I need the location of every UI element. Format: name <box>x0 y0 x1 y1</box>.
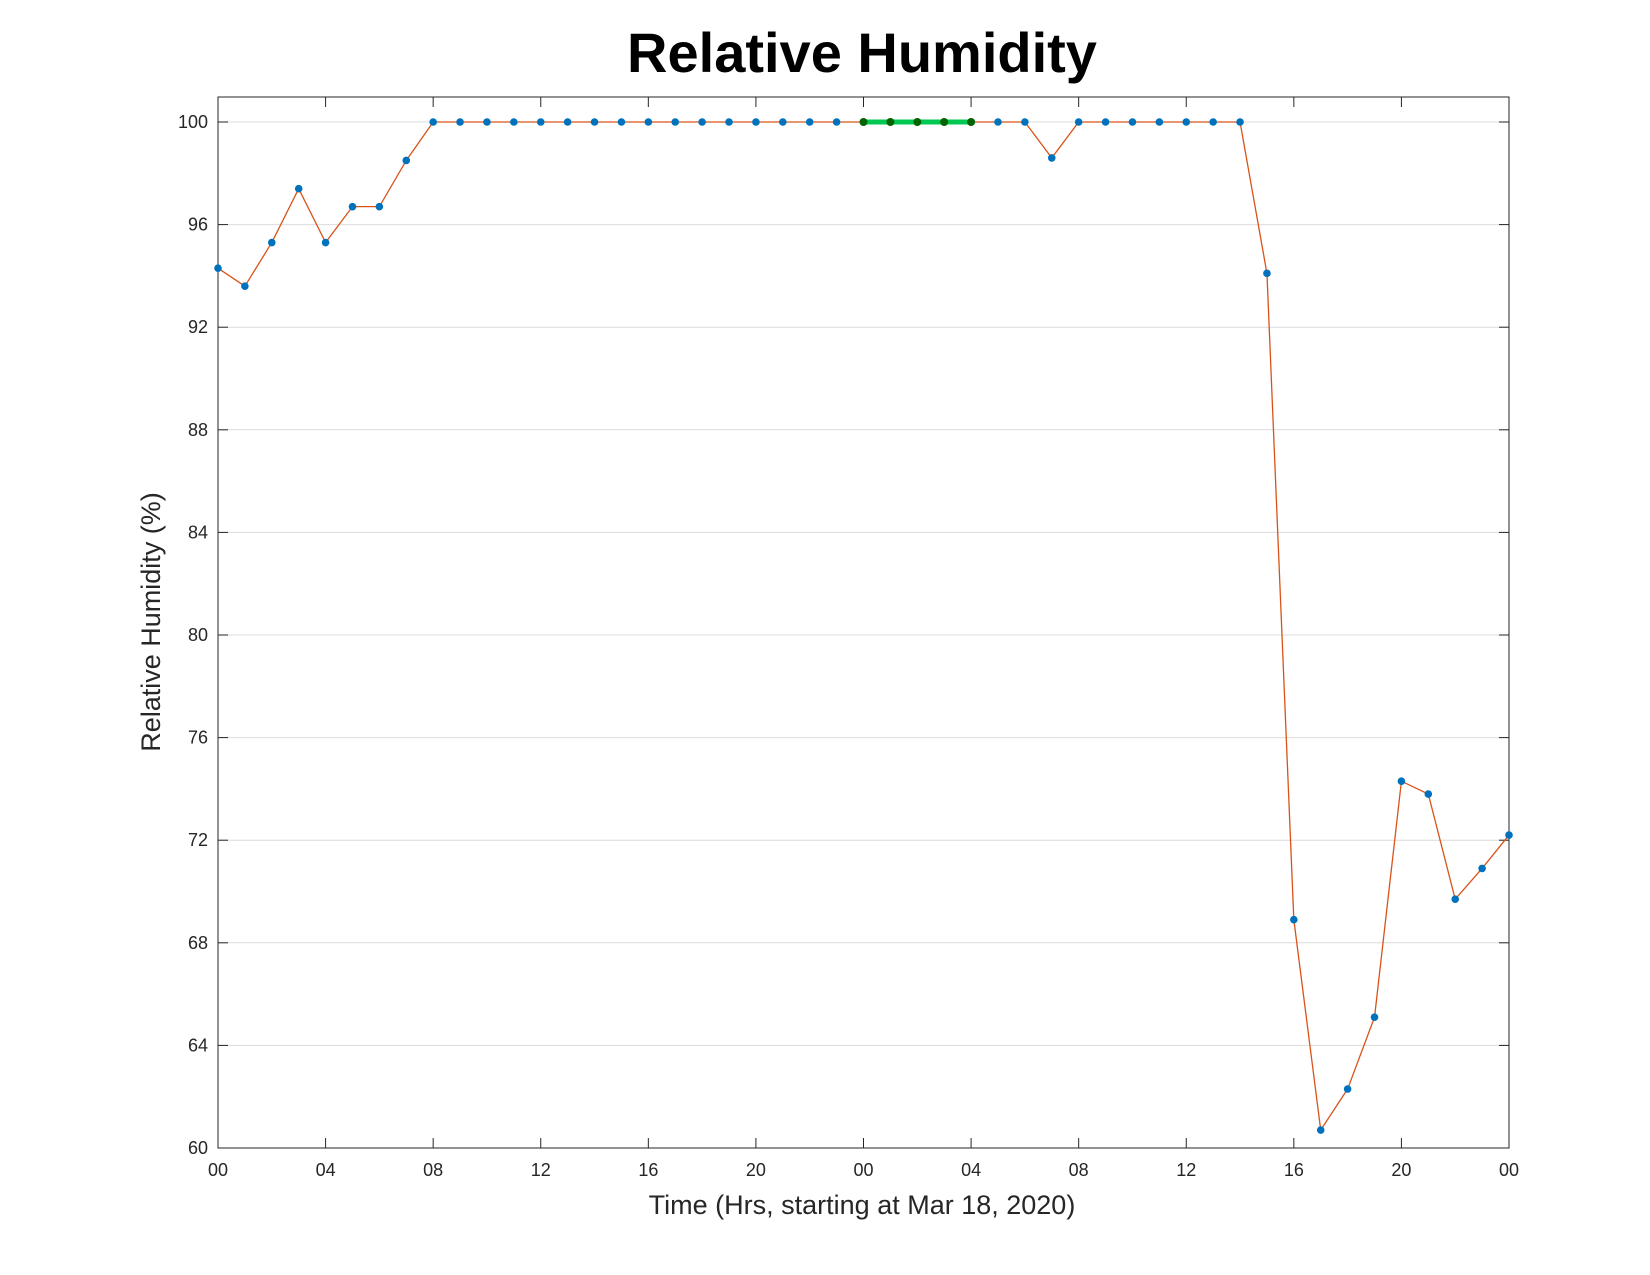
y-tick-label: 64 <box>188 1035 208 1055</box>
data-point <box>1047 154 1056 162</box>
x-tick-label: 16 <box>638 1160 658 1180</box>
data-point <box>456 118 464 126</box>
data-point <box>536 118 545 126</box>
x-tick-label: 04 <box>961 1160 981 1180</box>
data-point <box>698 118 706 126</box>
y-axis: 60 64 68 72 76 80 84 88 92 96 100 <box>178 112 1509 1158</box>
data-point <box>483 118 491 126</box>
data-point <box>1451 895 1460 903</box>
y-tick-label: 88 <box>188 420 208 440</box>
chart-title: Relative Humidity <box>627 21 1097 84</box>
data-point <box>294 184 303 193</box>
data-point <box>1236 118 1244 126</box>
data-point <box>1128 118 1137 126</box>
data-point <box>1505 831 1513 839</box>
data-point <box>1263 269 1271 278</box>
data-point <box>1478 864 1486 873</box>
x-tick-label: 16 <box>1284 1160 1304 1180</box>
data-point <box>1290 915 1298 924</box>
data-point <box>510 118 518 126</box>
x-tick-label: 00 <box>1499 1160 1519 1180</box>
x-tick-label: 08 <box>1069 1160 1089 1180</box>
data-point <box>563 118 572 126</box>
highlight-point <box>886 118 895 126</box>
y-tick-label: 68 <box>188 933 208 953</box>
plot-area-frame <box>217 96 1510 1149</box>
data-point <box>241 282 249 290</box>
data-point <box>1370 1013 1379 1021</box>
data-point <box>267 238 276 247</box>
x-tick-label: 00 <box>853 1160 873 1180</box>
y-tick-label: 84 <box>188 522 208 542</box>
y-tick-label: 80 <box>188 625 208 645</box>
humidity-series <box>214 118 1513 1134</box>
data-point <box>1155 118 1164 126</box>
data-point <box>1182 118 1191 126</box>
data-point <box>1316 1126 1325 1134</box>
data-point <box>214 264 222 273</box>
data-point <box>644 118 653 126</box>
data-point <box>1021 118 1029 126</box>
y-tick-label: 72 <box>188 830 208 850</box>
y-tick-label: 60 <box>188 1138 208 1158</box>
x-axis-label: Time (Hrs, starting at Mar 18, 2020) <box>649 1190 1076 1220</box>
data-point <box>429 118 437 126</box>
data-point <box>1101 118 1110 126</box>
data-point <box>832 118 841 126</box>
highlight-point <box>913 118 922 126</box>
data-point <box>1343 1085 1352 1093</box>
data-point <box>321 238 330 247</box>
x-tick-label: 08 <box>423 1160 443 1180</box>
data-point <box>1424 790 1433 798</box>
y-tick-label: 96 <box>188 215 208 235</box>
data-point <box>617 118 626 126</box>
data-point <box>1397 777 1406 786</box>
y-tick-label: 92 <box>188 317 208 337</box>
x-tick-label: 04 <box>316 1160 336 1180</box>
data-point <box>375 202 384 211</box>
highlight-series <box>859 118 976 126</box>
highlight-point <box>940 118 949 126</box>
x-tick-label: 20 <box>746 1160 766 1180</box>
data-point <box>805 118 814 126</box>
y-tick-label: 76 <box>188 728 208 748</box>
x-tick-label: 12 <box>531 1160 551 1180</box>
data-point <box>402 156 411 165</box>
data-point <box>779 118 787 126</box>
highlight-point <box>859 118 868 126</box>
grid-lines <box>218 121 1509 1149</box>
data-point <box>590 118 599 126</box>
data-point <box>671 118 680 126</box>
x-axis: 00 04 08 12 16 20 00 04 08 12 16 20 00 <box>208 97 1519 1180</box>
data-point <box>725 118 733 126</box>
humidity-line <box>217 121 1510 1132</box>
y-axis-label: Relative Humidity (%) <box>136 492 166 752</box>
data-point <box>994 118 1002 126</box>
x-tick-label: 00 <box>208 1160 228 1180</box>
data-point <box>348 202 357 211</box>
data-point <box>1074 118 1083 126</box>
y-tick-label: 100 <box>178 112 208 132</box>
data-point <box>752 118 760 126</box>
highlight-point <box>967 118 976 126</box>
x-tick-label: 12 <box>1176 1160 1196 1180</box>
x-tick-label: 20 <box>1391 1160 1411 1180</box>
data-point <box>1209 118 1217 126</box>
